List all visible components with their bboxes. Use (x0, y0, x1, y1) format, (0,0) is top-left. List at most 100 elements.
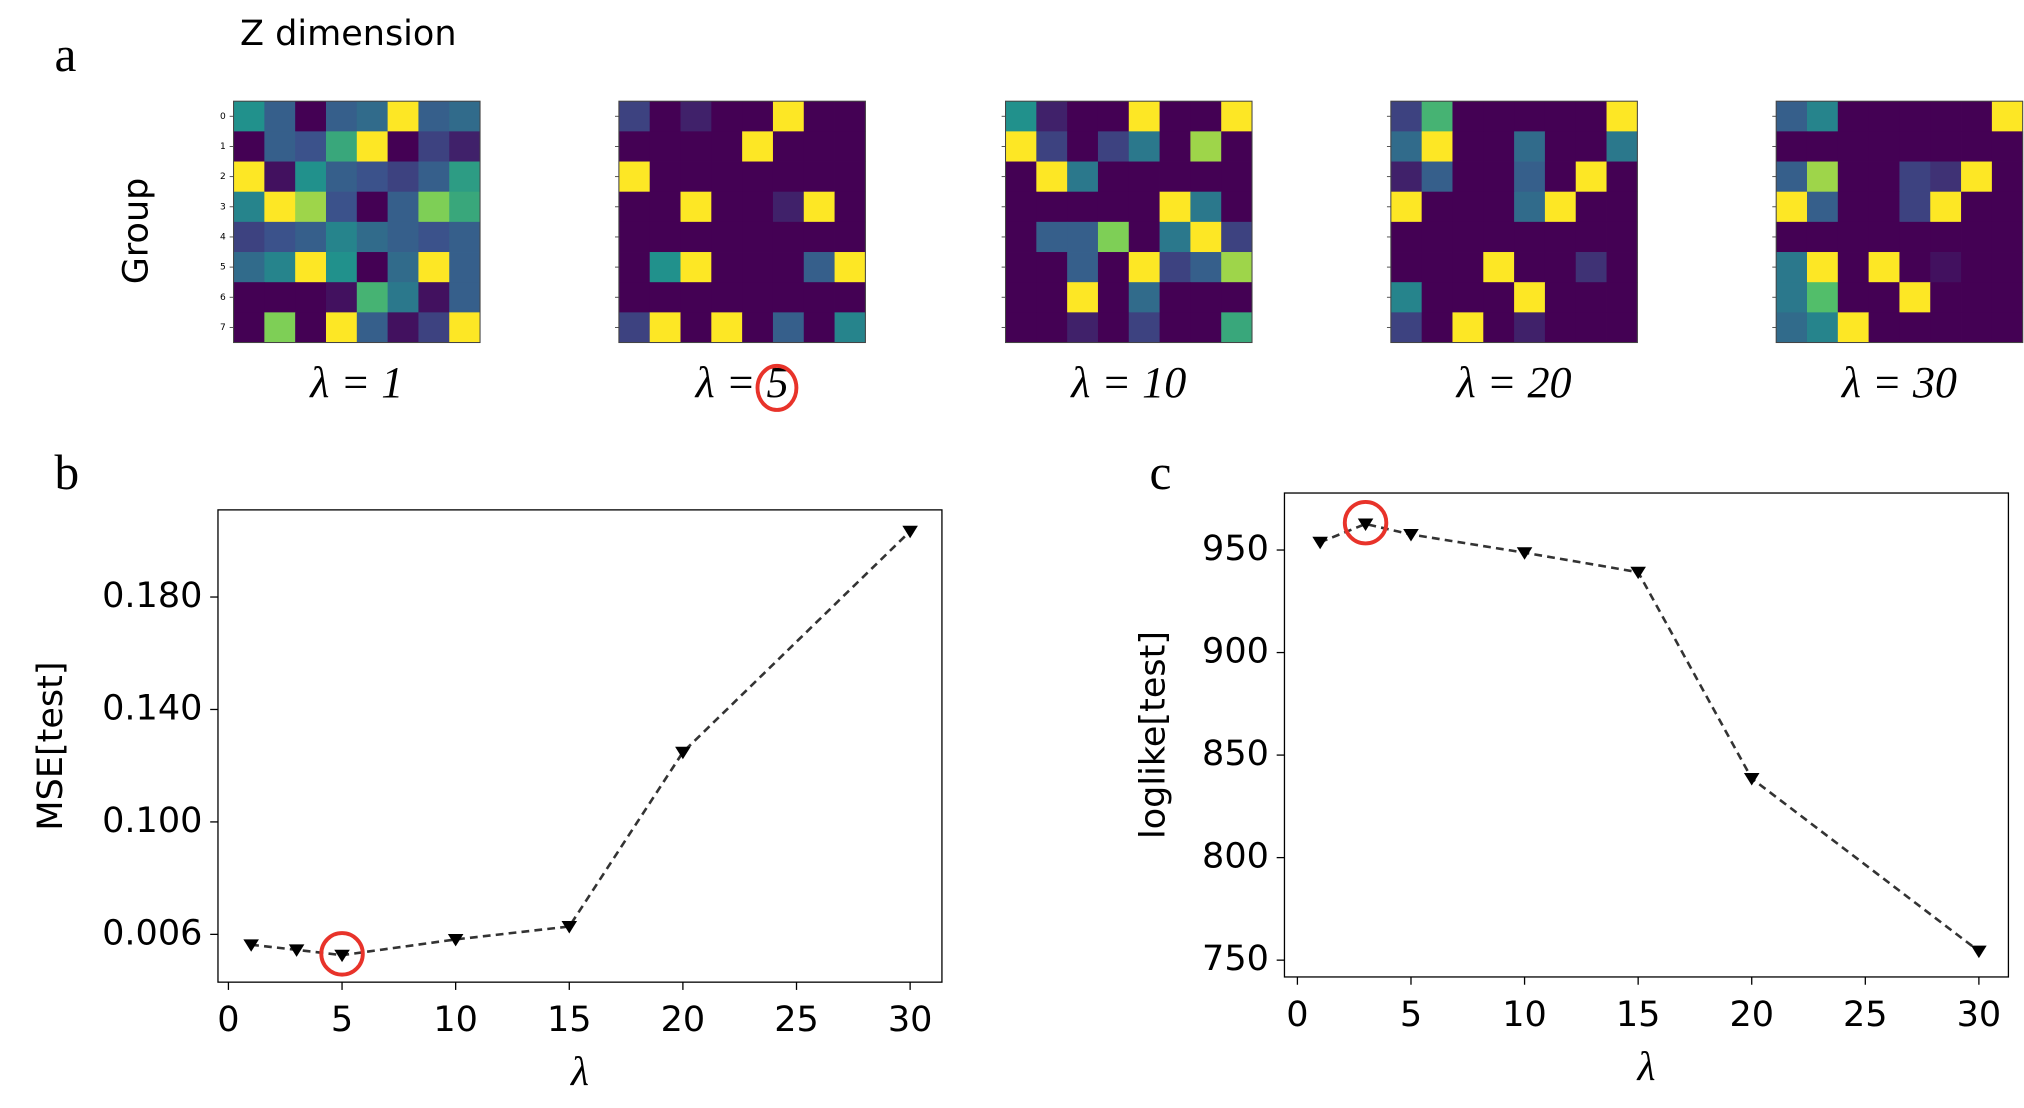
heatmap-cell (1776, 161, 1808, 193)
heatmap-cell (449, 131, 481, 162)
data-line (1319, 522, 1980, 953)
heatmap-cell (1221, 252, 1253, 283)
heatmap-cell (1221, 191, 1253, 223)
heatmap-cell (1837, 191, 1870, 223)
heatmap-cell (1575, 131, 1607, 162)
heatmap-cell (1575, 161, 1607, 193)
x-tick-label: 15 (547, 999, 592, 1040)
heatmap-cell (649, 191, 681, 223)
heatmap-cell (1159, 312, 1191, 343)
heatmap-cell (772, 221, 805, 253)
heatmap-cell (1606, 312, 1638, 343)
x-tick-label: 25 (774, 999, 819, 1040)
heatmap-cell (772, 191, 805, 223)
heatmap-cell (1837, 101, 1870, 132)
heatmap-cell (1514, 101, 1546, 132)
heatmap-cell (803, 252, 835, 283)
y-tick-label: 3 (220, 202, 226, 212)
heatmap-cell (803, 161, 835, 193)
heatmap-cell (233, 252, 265, 283)
heatmap-cell (1514, 191, 1546, 223)
y-tick-label: 950 (1202, 528, 1269, 569)
heatmap-cell (618, 161, 651, 193)
heatmap-frame (618, 100, 866, 344)
heatmap-cell (1005, 221, 1037, 253)
heatmap-cell (1514, 282, 1546, 313)
heatmap-cell (1776, 221, 1808, 253)
heatmap-cell (1097, 191, 1130, 223)
heatmap-cell (1452, 131, 1484, 162)
heatmap-cell (803, 312, 835, 343)
heatmap-cell (1390, 131, 1423, 162)
heatmap-cell (1899, 221, 1931, 253)
y-tick-label: 800 (1202, 836, 1269, 877)
heatmap-cell (1806, 312, 1839, 343)
heatmap-cell (1868, 282, 1900, 313)
heatmap-cell (1036, 312, 1068, 343)
heatmap-cell (618, 312, 651, 343)
heatmap-cell (356, 101, 389, 132)
heatmap-cell (1005, 282, 1037, 313)
heatmap-cell (711, 312, 743, 343)
heatmap-cell (295, 191, 327, 223)
heatmap-cell (1991, 101, 2024, 132)
heatmap-cell (711, 252, 743, 283)
heatmap-cell (618, 101, 651, 132)
heatmap-cell (1514, 131, 1546, 162)
heatmap-cell (1190, 282, 1222, 313)
heatmap-cell (1036, 282, 1068, 313)
heatmap-cell (1544, 161, 1577, 193)
heatmap-cell (387, 282, 419, 313)
heatmap-cell (264, 312, 296, 343)
heatmap-cell (1128, 161, 1160, 193)
heatmap-cell (1390, 282, 1423, 313)
heatmap-cell (1097, 282, 1130, 313)
heatmap-cell (418, 191, 450, 223)
heatmap-cell (711, 282, 743, 313)
heatmap-cell (1899, 282, 1931, 313)
heatmap-caption: λ = 20 (1455, 358, 1572, 407)
heatmap-cell (325, 252, 358, 283)
heatmap-cell (1190, 312, 1222, 343)
panel-label: b (55, 445, 80, 500)
heatmap-cell (1930, 101, 1962, 132)
heatmap-cell (1514, 312, 1546, 343)
heatmap-cell (1961, 131, 1993, 162)
heatmap-cell (1421, 282, 1453, 313)
heatmap-cell (803, 282, 835, 313)
x-tick-label: 0 (217, 999, 239, 1040)
heatmap-cell (1961, 221, 1993, 253)
heatmap-cell (834, 161, 866, 193)
heatmap-cell (1930, 191, 1962, 223)
heatmap-cell (1930, 252, 1962, 283)
x-tick-label: 20 (1729, 994, 1774, 1035)
heatmap-cell (233, 221, 265, 253)
heatmap-cell (449, 161, 481, 193)
heatmap-cell (356, 161, 389, 193)
heatmap-cell (1190, 161, 1222, 193)
heatmap-cell (1868, 101, 1900, 132)
heatmap-cell (1036, 221, 1068, 253)
y-tick-label: 2 (220, 172, 226, 182)
heatmap-cell (1067, 161, 1099, 193)
heatmap-cell (325, 191, 358, 223)
heatmap-cell (1899, 191, 1931, 223)
heatmap-cell (680, 252, 712, 283)
heatmap-cell (1097, 312, 1130, 343)
heatmap-cell (1036, 161, 1068, 193)
heatmap-cell (1575, 101, 1607, 132)
heatmap-cell (1806, 101, 1839, 132)
heatmap-cell (1390, 191, 1423, 223)
highlight-circle (319, 931, 365, 977)
heatmap-cell (711, 221, 743, 253)
heatmap-cell (1544, 101, 1577, 132)
heatmap-cell (264, 191, 296, 223)
heatmap-cell (387, 161, 419, 193)
heatmap-cell (1544, 252, 1577, 283)
heatmap-cell (1097, 221, 1130, 253)
heatmap-cell (356, 312, 389, 343)
heatmap-cell (295, 282, 327, 313)
heatmap-cell (325, 221, 358, 253)
heatmap-cell (1221, 221, 1253, 253)
x-tick-label: 30 (888, 999, 933, 1040)
